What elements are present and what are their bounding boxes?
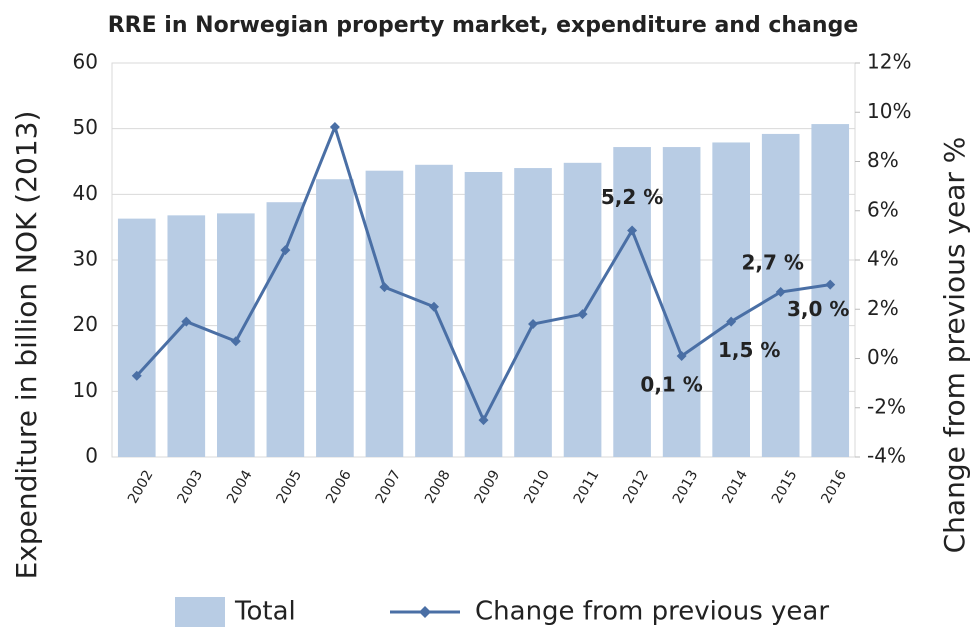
x-tick-label: 2010 [521, 468, 553, 507]
x-tick-label: 2009 [472, 468, 504, 507]
y-tick-label: 0 [85, 444, 98, 468]
line-marker [676, 351, 687, 362]
bar [662, 147, 701, 457]
x-tick-label: 2005 [274, 468, 306, 507]
legend-label: Total [234, 597, 296, 627]
y2-tick-label: -4% [867, 444, 906, 468]
data-label: 3,0 % [787, 297, 849, 321]
legend-label: Change from previous year [475, 597, 829, 627]
line-marker [825, 279, 836, 290]
x-tick-label: 2008 [422, 468, 454, 507]
y-tick-label: 60 [73, 50, 98, 74]
x-tick-label: 2012 [620, 468, 652, 507]
bar [712, 142, 750, 457]
line-marker [181, 316, 192, 327]
x-tick-label: 2015 [769, 468, 801, 507]
legend-marker [419, 606, 431, 618]
line-marker [775, 287, 786, 298]
x-tick-label: 2007 [373, 468, 405, 507]
y2-tick-label: 2% [867, 296, 899, 320]
y-tick-label: 10 [73, 378, 98, 402]
line-marker [379, 282, 390, 293]
line-marker [329, 122, 340, 133]
bar [613, 147, 651, 457]
bar [117, 218, 156, 457]
y-axis-label: Expenditure in billion NOK (2013) [10, 111, 43, 580]
legend-swatch [175, 597, 225, 627]
y-tick-label: 30 [73, 247, 98, 271]
y2-tick-label: 8% [867, 148, 899, 172]
y2-tick-label: 12% [867, 50, 911, 74]
y-tick-label: 40 [73, 181, 98, 205]
line-marker [230, 336, 241, 347]
data-label: 1,5 % [718, 338, 780, 362]
x-tick-label: 2003 [174, 468, 206, 507]
y-tick-label: 20 [73, 312, 98, 336]
y2-tick-label: 6% [867, 197, 899, 221]
line-marker [726, 316, 737, 327]
line-marker [528, 319, 539, 330]
y2-axis-label: Change from previous year % [938, 137, 971, 554]
x-tick-label: 2004 [224, 467, 256, 506]
x-tick-label: 2002 [125, 468, 157, 507]
x-tick-label: 2006 [323, 467, 355, 506]
data-label: 2,7 % [741, 251, 803, 275]
line-marker [627, 225, 638, 236]
bar [811, 124, 850, 457]
line-marker [577, 309, 588, 320]
y2-tick-label: 0% [867, 345, 899, 369]
data-label: 5,2 % [601, 185, 663, 209]
y2-tick-label: 10% [867, 99, 911, 123]
chart-title: RRE in Norwegian property market, expend… [108, 13, 859, 38]
line-marker [478, 415, 489, 426]
bar [266, 202, 305, 457]
data-label: 0,1 % [640, 373, 702, 397]
bar [514, 168, 552, 458]
line-marker [280, 245, 291, 256]
bar [316, 179, 354, 458]
bar [464, 172, 503, 458]
y2-tick-label: 4% [867, 247, 899, 271]
line-marker [428, 301, 439, 312]
x-tick-label: 2011 [571, 468, 603, 507]
y2-tick-label: -2% [867, 394, 906, 418]
line-marker [131, 370, 142, 381]
x-tick-label: 2014 [719, 467, 751, 506]
bar [365, 170, 404, 457]
x-tick-label: 2016 [818, 467, 850, 506]
x-tick-label: 2013 [670, 468, 702, 507]
y-tick-label: 50 [73, 115, 98, 139]
